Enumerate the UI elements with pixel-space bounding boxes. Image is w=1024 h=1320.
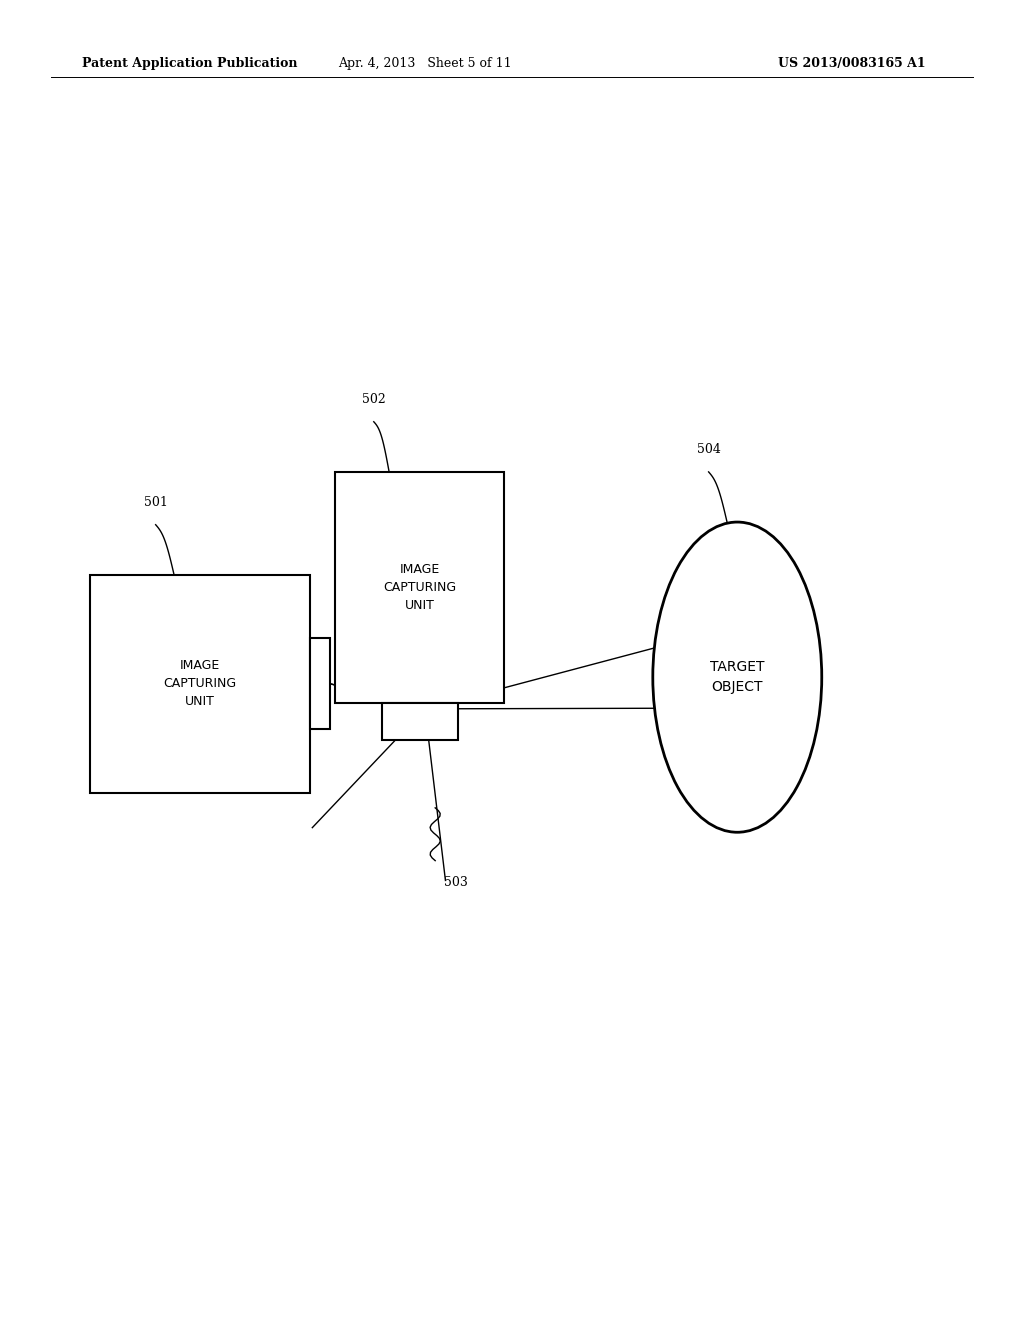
Bar (382, 702, 458, 739)
Text: Apr. 4, 2013   Sheet 5 of 11: Apr. 4, 2013 Sheet 5 of 11 (338, 57, 512, 70)
Text: 502: 502 (361, 393, 386, 405)
Text: Patent Application Publication: Patent Application Publication (82, 57, 297, 70)
Bar (309, 638, 330, 730)
Text: IMAGE
CAPTURING
UNIT: IMAGE CAPTURING UNIT (163, 659, 237, 709)
Text: IMAGE
CAPTURING
UNIT: IMAGE CAPTURING UNIT (383, 562, 457, 612)
Bar (335, 471, 504, 702)
Text: US 2013/0083165 A1: US 2013/0083165 A1 (778, 57, 926, 70)
Text: FIG. 5: FIG. 5 (394, 486, 456, 504)
Text: 503: 503 (443, 876, 468, 890)
Text: TARGET
OBJECT: TARGET OBJECT (710, 660, 765, 694)
Ellipse shape (653, 521, 822, 833)
Text: 504: 504 (696, 444, 721, 455)
Text: 501: 501 (143, 496, 168, 508)
Bar (90, 576, 309, 792)
